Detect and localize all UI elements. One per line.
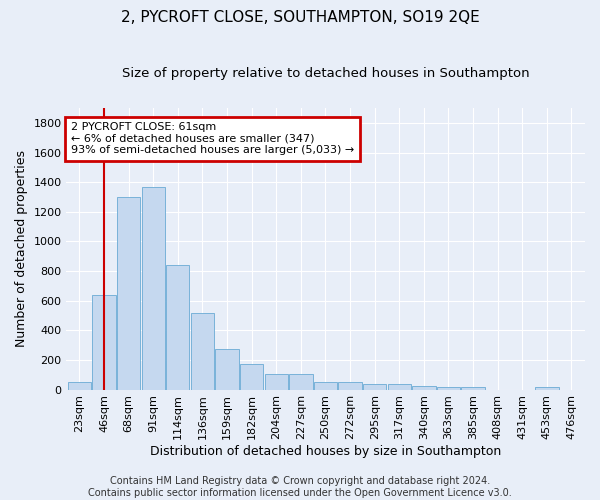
Text: 2 PYCROFT CLOSE: 61sqm
← 6% of detached houses are smaller (347)
93% of semi-det: 2 PYCROFT CLOSE: 61sqm ← 6% of detached … bbox=[71, 122, 354, 156]
Text: 2, PYCROFT CLOSE, SOUTHAMPTON, SO19 2QE: 2, PYCROFT CLOSE, SOUTHAMPTON, SO19 2QE bbox=[121, 10, 479, 25]
Bar bbox=[191, 314, 214, 390]
Bar bbox=[461, 388, 485, 390]
Bar bbox=[289, 374, 313, 390]
Bar bbox=[412, 386, 436, 390]
Bar bbox=[338, 382, 362, 390]
Bar bbox=[363, 384, 386, 390]
Bar bbox=[265, 374, 288, 390]
Title: Size of property relative to detached houses in Southampton: Size of property relative to detached ho… bbox=[122, 68, 529, 80]
Bar bbox=[535, 388, 559, 390]
X-axis label: Distribution of detached houses by size in Southampton: Distribution of detached houses by size … bbox=[150, 444, 501, 458]
Bar bbox=[117, 197, 140, 390]
Bar bbox=[166, 265, 190, 390]
Bar bbox=[68, 382, 91, 390]
Text: Contains HM Land Registry data © Crown copyright and database right 2024.
Contai: Contains HM Land Registry data © Crown c… bbox=[88, 476, 512, 498]
Bar bbox=[240, 364, 263, 390]
Bar bbox=[215, 349, 239, 390]
Y-axis label: Number of detached properties: Number of detached properties bbox=[15, 150, 28, 348]
Bar bbox=[142, 186, 165, 390]
Bar bbox=[314, 382, 337, 390]
Bar bbox=[388, 384, 411, 390]
Bar bbox=[92, 295, 116, 390]
Bar bbox=[437, 388, 460, 390]
